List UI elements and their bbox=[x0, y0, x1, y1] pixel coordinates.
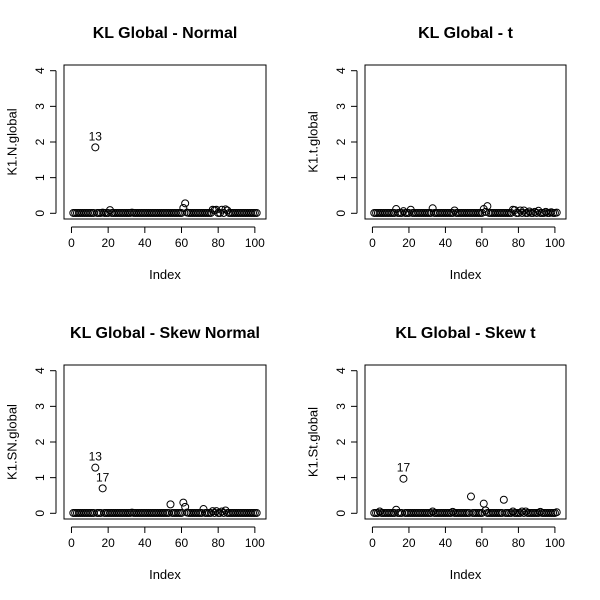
x-tick-label: 40 bbox=[439, 536, 453, 550]
data-point bbox=[212, 507, 221, 516]
chart-panel: KL Global - t 0 20 40 60 80 100 Index 0 1 2 3 4 K1.t.… bbox=[306, 25, 567, 282]
chart-panel: KL Global - Normal 0 20 40 60 80 100 Index 0 1 2 3 4… bbox=[5, 25, 267, 282]
data-point bbox=[179, 498, 188, 507]
x-tick-label: 60 bbox=[475, 536, 489, 550]
x-axis-label: Index bbox=[450, 567, 482, 582]
y-tick-label: 0 bbox=[33, 210, 47, 217]
x-tick-label: 80 bbox=[512, 236, 526, 250]
data-point bbox=[521, 507, 530, 516]
x-tick-label: 0 bbox=[369, 536, 376, 550]
data-point bbox=[217, 507, 226, 516]
chart-panel: KL Global - Skew t 0 20 40 60 80 100 Index 0 1 2 3 4… bbox=[306, 325, 567, 582]
data-point bbox=[210, 508, 219, 517]
y-tick-label: 0 bbox=[334, 210, 348, 217]
data-point bbox=[479, 499, 488, 508]
x-tick-label: 80 bbox=[211, 536, 225, 550]
data-point bbox=[552, 208, 561, 217]
data-point bbox=[525, 207, 534, 216]
data-point bbox=[375, 507, 384, 516]
x-tick-label: 80 bbox=[211, 236, 225, 250]
y-tick-label: 0 bbox=[33, 510, 47, 517]
data-point bbox=[466, 492, 475, 501]
data-point bbox=[399, 207, 408, 216]
y-axis-label: K1.N.global bbox=[5, 108, 20, 175]
point-annotation: 13 bbox=[89, 129, 103, 143]
data-point bbox=[166, 500, 175, 509]
chart-title: KL Global - Skew Normal bbox=[70, 325, 260, 342]
x-tick-label: 20 bbox=[402, 236, 416, 250]
x-tick-label: 20 bbox=[402, 536, 416, 550]
y-axis-label: K1.St.global bbox=[306, 407, 321, 477]
x-tick-label: 20 bbox=[101, 536, 115, 550]
plot-frame bbox=[63, 64, 267, 220]
y-tick-label: 3 bbox=[33, 403, 47, 410]
y-tick-label: 1 bbox=[334, 174, 348, 181]
plot-frame bbox=[364, 364, 567, 520]
y-tick-label: 1 bbox=[33, 474, 47, 481]
y-tick-label: 2 bbox=[334, 438, 348, 445]
y-tick-label: 2 bbox=[33, 438, 47, 445]
data-point bbox=[91, 463, 100, 472]
x-tick-label: 100 bbox=[245, 536, 265, 550]
y-axis-label: K1.SN.global bbox=[5, 404, 20, 480]
data-point bbox=[499, 495, 508, 504]
x-tick-label: 40 bbox=[138, 536, 152, 550]
y-tick-label: 4 bbox=[33, 67, 47, 74]
y-axis-label: K1.t.global bbox=[306, 111, 321, 173]
x-tick-label: 100 bbox=[245, 236, 265, 250]
x-tick-label: 60 bbox=[175, 536, 189, 550]
x-axis-label: Index bbox=[450, 267, 482, 282]
plot-frame bbox=[364, 64, 567, 220]
data-point bbox=[181, 502, 190, 511]
data-point bbox=[399, 474, 408, 483]
x-tick-label: 40 bbox=[439, 236, 453, 250]
x-tick-label: 60 bbox=[175, 236, 189, 250]
x-axis-label: Index bbox=[149, 567, 181, 582]
y-tick-label: 3 bbox=[334, 403, 348, 410]
x-tick-label: 80 bbox=[512, 536, 526, 550]
chart-title: KL Global - t bbox=[418, 25, 513, 42]
data-point bbox=[508, 507, 517, 516]
plot-frame bbox=[63, 364, 267, 520]
y-tick-label: 1 bbox=[33, 174, 47, 181]
y-tick-label: 2 bbox=[334, 138, 348, 145]
y-tick-label: 2 bbox=[33, 138, 47, 145]
chart-title: KL Global - Skew t bbox=[395, 325, 536, 342]
point-annotation: 17 bbox=[397, 461, 411, 475]
data-point bbox=[518, 208, 527, 217]
y-tick-label: 3 bbox=[33, 103, 47, 110]
x-tick-label: 60 bbox=[475, 236, 489, 250]
data-point bbox=[98, 484, 107, 493]
x-tick-label: 100 bbox=[545, 536, 565, 550]
x-axis-label: Index bbox=[149, 267, 181, 282]
point-annotation: 13 bbox=[89, 450, 103, 464]
x-tick-label: 40 bbox=[138, 236, 152, 250]
x-tick-label: 0 bbox=[369, 236, 376, 250]
data-point bbox=[552, 508, 561, 517]
y-tick-label: 4 bbox=[33, 367, 47, 374]
x-tick-label: 100 bbox=[545, 236, 565, 250]
y-tick-label: 4 bbox=[334, 67, 348, 74]
data-point bbox=[252, 208, 261, 217]
data-point bbox=[518, 507, 527, 516]
data-point bbox=[181, 199, 190, 208]
data-point bbox=[208, 507, 217, 516]
y-tick-label: 4 bbox=[334, 367, 348, 374]
point-annotation: 17 bbox=[96, 470, 110, 484]
x-tick-label: 0 bbox=[68, 536, 75, 550]
x-tick-label: 0 bbox=[68, 236, 75, 250]
data-point bbox=[428, 507, 437, 516]
x-tick-label: 20 bbox=[101, 236, 115, 250]
y-tick-label: 1 bbox=[334, 474, 348, 481]
data-point bbox=[91, 143, 100, 152]
data-point bbox=[252, 508, 261, 517]
y-tick-label: 3 bbox=[334, 103, 348, 110]
y-tick-label: 0 bbox=[334, 510, 348, 517]
chart-title: KL Global - Normal bbox=[93, 25, 238, 42]
